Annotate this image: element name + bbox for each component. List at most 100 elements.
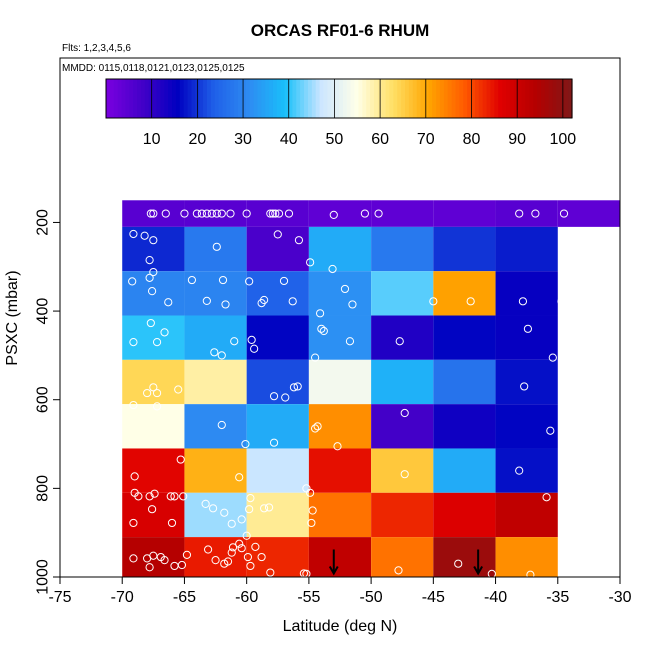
observation-point <box>559 209 569 218</box>
observation-point <box>307 518 316 528</box>
heatmap-cell <box>184 448 247 493</box>
observation-point <box>269 438 279 447</box>
observation-point <box>400 470 409 479</box>
colorbar-tick-label: 60 <box>371 131 389 148</box>
observation-point <box>192 209 201 218</box>
observation-point <box>217 420 226 430</box>
observation-point <box>518 297 528 306</box>
observation-point <box>212 242 221 251</box>
observation-point <box>152 388 162 398</box>
observation-point <box>179 492 188 501</box>
observation-point <box>149 267 158 277</box>
heatmap-cell <box>495 404 558 449</box>
x-tick-label: -35 <box>546 589 569 606</box>
observation-point <box>226 209 235 218</box>
observation-point <box>348 300 357 309</box>
colorbar-tick-label: 10 <box>143 131 161 148</box>
observation-point <box>180 209 189 218</box>
colorbar-tick-label: 50 <box>326 131 344 148</box>
observation-point <box>167 518 177 528</box>
heatmap-cell <box>122 200 185 227</box>
observation-point <box>160 556 169 565</box>
observation-point <box>340 284 350 294</box>
heatmap-cell <box>246 226 309 272</box>
observation-point <box>360 209 369 218</box>
observation-point <box>166 492 175 501</box>
heatmap-cell <box>495 492 558 538</box>
x-tick-label: -45 <box>422 589 445 606</box>
observation-point <box>182 550 192 559</box>
observation-point <box>129 338 138 347</box>
heatmap-cell <box>433 448 496 493</box>
observation-point <box>454 559 463 568</box>
heatmap-cell <box>308 226 372 272</box>
colorbar-tick-label: 70 <box>417 131 435 148</box>
observation-point <box>228 543 238 552</box>
heatmap-cell <box>495 200 558 227</box>
x-tick-label: -40 <box>484 589 507 606</box>
heatmap-cell <box>122 448 185 493</box>
observation-point <box>308 506 317 515</box>
observation-point <box>284 209 294 218</box>
flight-marker-arrow <box>473 549 484 576</box>
observation-point <box>246 561 255 571</box>
colorbar-tick-label: 30 <box>234 131 252 148</box>
heatmap-cell <box>184 226 247 272</box>
observation-point <box>243 552 253 562</box>
heatmap-cell <box>122 359 185 405</box>
heatmap-cell <box>246 271 309 316</box>
chart-title: ORCAS RF01-6 RHUM <box>251 21 430 40</box>
observation-point <box>317 324 326 333</box>
observation-point <box>515 466 524 475</box>
heatmap-cell <box>184 359 247 405</box>
observation-point <box>152 402 162 411</box>
observation-point <box>242 531 251 540</box>
colorbar-tick-label: 80 <box>463 131 481 148</box>
heatmap-cell <box>495 226 558 272</box>
observation-point <box>395 337 404 346</box>
observation-point <box>279 276 289 286</box>
heatmap-cell <box>246 448 309 493</box>
observation-point <box>271 209 280 218</box>
heatmap-cell <box>122 537 185 577</box>
observation-point <box>217 351 226 360</box>
colorbar: 10 20 30 40 50 60 70 80 90 100 <box>105 78 576 148</box>
heatmap-cell <box>371 226 434 272</box>
observation-point <box>237 515 246 524</box>
observation-point <box>266 209 275 218</box>
heatmap-cell <box>184 271 247 316</box>
observation-point <box>313 422 322 431</box>
colorbar-tick-label: 20 <box>188 131 206 148</box>
observation-point <box>149 236 158 245</box>
observation-point <box>242 209 251 218</box>
observation-point <box>223 557 233 566</box>
heatmap-cell <box>246 492 309 538</box>
observation-point <box>293 382 302 391</box>
heatmap-cell <box>495 315 558 360</box>
y-tick-label: 400 <box>35 298 52 325</box>
observation-point <box>134 492 143 501</box>
observation-point <box>268 209 277 218</box>
observation-point <box>294 236 304 245</box>
heatmap-cell <box>308 448 372 493</box>
observation-point <box>217 209 226 218</box>
observation-point <box>160 328 169 337</box>
observation-point <box>281 393 290 402</box>
x-tick-label: -65 <box>173 589 196 606</box>
heatmap-cell <box>308 200 372 227</box>
colorbar-frame <box>105 78 573 119</box>
observation-point <box>306 488 315 497</box>
observation-point <box>466 297 475 306</box>
heatmap-cell <box>557 200 620 227</box>
observation-point <box>129 554 138 563</box>
heatmap-cell <box>308 315 372 360</box>
observation-point <box>174 385 183 394</box>
observation-point <box>211 556 220 565</box>
x-tick-label: -75 <box>48 589 71 606</box>
observation-point <box>264 503 274 512</box>
observation-point <box>128 277 137 286</box>
observation-point <box>259 504 269 513</box>
observation-point <box>345 337 355 346</box>
observation-point <box>147 287 157 296</box>
